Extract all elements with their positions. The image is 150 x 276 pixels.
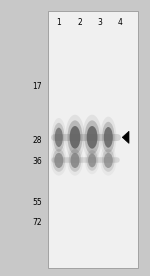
Text: 2: 2 [77, 18, 82, 27]
Ellipse shape [86, 150, 98, 171]
Text: 55: 55 [32, 198, 42, 207]
Ellipse shape [51, 145, 67, 176]
Ellipse shape [102, 122, 115, 153]
Ellipse shape [55, 128, 63, 147]
Ellipse shape [70, 126, 80, 149]
Ellipse shape [85, 120, 100, 154]
Ellipse shape [104, 127, 113, 148]
Text: 28: 28 [33, 136, 42, 145]
Ellipse shape [67, 145, 83, 176]
Ellipse shape [102, 149, 115, 172]
Ellipse shape [104, 153, 113, 168]
Ellipse shape [68, 120, 82, 154]
Ellipse shape [88, 153, 96, 167]
Ellipse shape [51, 118, 66, 157]
Text: 36: 36 [32, 157, 42, 166]
Ellipse shape [52, 149, 65, 172]
Ellipse shape [100, 117, 116, 158]
Text: 1: 1 [56, 18, 61, 27]
Ellipse shape [53, 123, 64, 152]
Text: 72: 72 [32, 218, 42, 227]
Ellipse shape [65, 115, 85, 160]
Ellipse shape [54, 153, 63, 168]
Ellipse shape [85, 147, 99, 174]
Text: 4: 4 [118, 18, 122, 27]
Text: 17: 17 [32, 82, 42, 91]
Ellipse shape [87, 126, 98, 149]
Ellipse shape [82, 115, 102, 160]
Text: 3: 3 [98, 18, 103, 27]
FancyBboxPatch shape [48, 11, 138, 268]
Ellipse shape [70, 153, 80, 168]
Polygon shape [122, 131, 129, 144]
Ellipse shape [69, 149, 81, 172]
Ellipse shape [100, 145, 116, 176]
